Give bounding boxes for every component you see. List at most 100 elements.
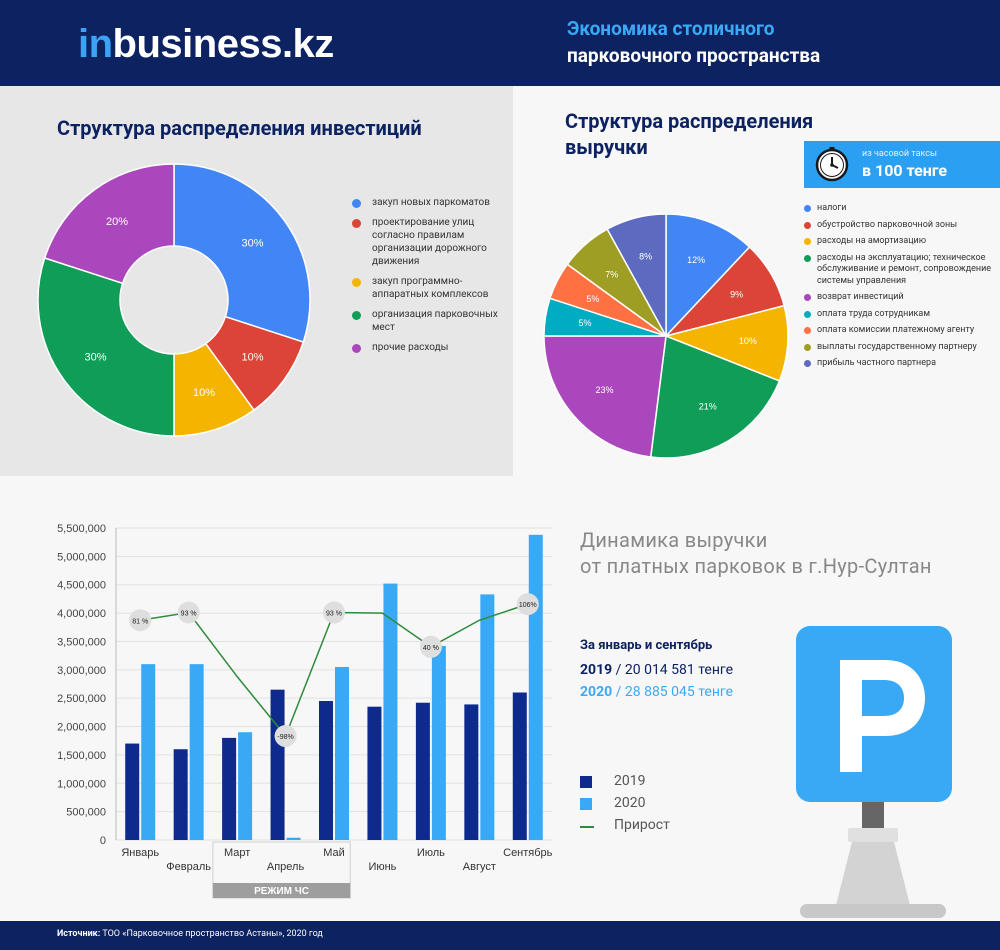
revenue-slice-label: 5% [579, 318, 592, 328]
growth-label: 40 % [423, 645, 439, 652]
revenue-legend-item: расходы на амортизацию [804, 236, 999, 248]
x-tick-label: Июль [417, 847, 445, 859]
investment-legend-item: прочие расходы [352, 341, 512, 354]
bar-2019 [367, 706, 382, 840]
revenue-slice-label: 10% [739, 336, 757, 346]
y-tick-label: 3,500,000 [57, 636, 106, 648]
source-label: Источник: [57, 929, 101, 939]
investment-legend-item: закуп программно-аппаратных комплексов [352, 275, 512, 301]
growth-label: 106% [519, 602, 537, 609]
revenue-slice [606, 213, 667, 337]
total-2019-value: / 20 014 581 тенге [612, 662, 734, 678]
investment-title: Структура распределения инвестиций [57, 116, 422, 140]
investment-legend-dot [352, 278, 361, 287]
header-title-line1: Экономика столичного [567, 17, 775, 40]
bar-2019 [270, 689, 285, 840]
investment-legend-dot [352, 199, 361, 208]
header-title-line2: парковочного пространства [567, 44, 821, 67]
investment-donut-chart: 30% 10% 10% 30% 20% [37, 163, 311, 437]
logo-rest: business.kz [112, 22, 335, 66]
bar-2019 [319, 701, 333, 840]
revenue-slice-label: 21% [699, 402, 717, 412]
dynamics-title-line2: от платных парковок в г.Нур-Султан [580, 554, 932, 578]
y-tick-label: 1,000,000 [57, 778, 106, 790]
revenue-dynamics-bar-chart: 0 500,000 1,000,000 1,500,000 2,000,000 2,500… [57, 523, 553, 899]
taxi-badge: из часовой таксы в 100 тенге [804, 141, 1000, 188]
revenue-legend-label: обустройство парковочной зоны [817, 219, 958, 230]
revenue-legend-item: возврат инвестиций [804, 292, 999, 304]
growth-label-bubble [323, 601, 345, 624]
bar-2019 [512, 692, 527, 840]
parking-sign-icon [796, 626, 952, 918]
revenue-legend-dot [804, 360, 811, 367]
revenue-legend-item: налоги [804, 203, 999, 215]
investment-slice [43, 163, 175, 285]
bar-2020 [335, 666, 349, 840]
revenue-legend-label: расходы на амортизацию [817, 236, 927, 246]
x-tick-label: Июнь [368, 861, 396, 873]
growth-label: 93 % [326, 611, 342, 618]
bar-chart-legend: 2019 2020 Прирост [580, 773, 670, 839]
revenue-legend-item: прибыль частного партнера [804, 358, 999, 370]
investment-slice-label: 30% [241, 238, 263, 250]
investment-slice-label: 30% [85, 352, 107, 364]
dynamics-title-line1: Динамика выручки [580, 528, 768, 552]
bar-2019 [173, 749, 188, 840]
investment-legend: закуп новых паркоматов проектирование ули… [352, 196, 512, 361]
legend-line-growth [580, 826, 594, 828]
bar-2020 [286, 837, 301, 840]
growth-label-bubble [419, 635, 442, 658]
y-tick-label: 3,000,000 [57, 665, 106, 677]
source-text: ТОО «Парковочное пространство Астаны», 2… [100, 929, 323, 939]
legend-item-2020: 2020 [580, 795, 670, 817]
x-tick-label: Май [323, 847, 345, 859]
dynamics-title: Динамика выручки от платных парковок в г… [580, 527, 932, 579]
revenue-legend-label: расходы на эксплуатацию; техническое обс… [817, 252, 992, 286]
bar-2020 [480, 594, 495, 840]
revenue-legend-label: оплата комиссии платежному агенту [817, 325, 975, 335]
revenue-legend-item: обустройство парковочной зоны [804, 220, 999, 232]
investment-slice [37, 257, 175, 437]
investment-slice-label: 10% [241, 352, 263, 364]
revenue-legend: налоги обустройство парковочной зоны расхо… [804, 203, 999, 375]
investment-legend-dot [352, 311, 361, 320]
footer-bar [0, 921, 1000, 950]
bar-2019 [464, 704, 479, 840]
revenue-legend-dot [804, 310, 811, 318]
revenue-slice [665, 213, 751, 338]
bar-2019 [222, 737, 237, 840]
investment-legend-label: прочие расходы [372, 342, 449, 353]
y-tick-label: 5,500,000 [57, 523, 106, 535]
total-2020-value: / 28 885 045 тенге [612, 684, 734, 700]
revenue-legend-label: возврат инвестиций [817, 292, 904, 302]
investment-slice-label: 10% [193, 387, 215, 399]
y-tick-label: 5,000,000 [57, 551, 106, 563]
legend-item-2019: 2019 [580, 773, 670, 795]
investment-legend-label: закуп новых паркоматов [372, 197, 490, 208]
clock-icon [815, 147, 849, 182]
bar-2020 [383, 583, 398, 840]
revenue-legend-dot [804, 238, 811, 245]
revenue-legend-label: налоги [817, 203, 847, 213]
growth-label: 81 % [132, 618, 148, 625]
investment-slice [173, 163, 311, 343]
header-bar [0, 0, 1000, 86]
revenue-pie-chart: 12% 9% 10% 21% 23% 5% 5% 7% 8% [543, 213, 789, 459]
x-tick-label: Сентябрь [503, 847, 553, 859]
growth-label-bubble [177, 601, 200, 624]
total-2019: 2019 / 20 014 581 тенге [580, 662, 733, 678]
y-tick-label: 4,500,000 [57, 580, 106, 592]
revenue-legend-dot [804, 221, 811, 229]
revenue-title: Структура распределения выручки [565, 109, 814, 159]
legend-label-2019: 2019 [614, 773, 646, 789]
legend-label-2020: 2020 [614, 795, 646, 811]
revenue-legend-dot [804, 205, 811, 212]
revenue-slice-label: 7% [605, 269, 618, 279]
revenue-slice-label: 23% [595, 385, 613, 395]
investment-legend-item: проектирование улиц согласно правилам ор… [352, 216, 512, 268]
x-tick-label: Март [224, 847, 250, 859]
investment-slice-label: 20% [106, 216, 128, 228]
revenue-legend-label: оплата труда сотрудникам [817, 308, 930, 319]
revenue-legend-label: прибыль частного партнера [817, 358, 936, 368]
revenue-legend-dot [804, 294, 811, 301]
